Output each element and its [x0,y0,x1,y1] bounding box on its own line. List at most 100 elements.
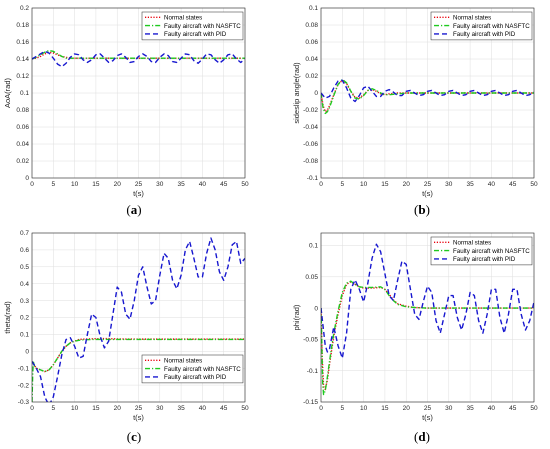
panel-b-x-tick-label: 25 [424,181,432,188]
panel-d-legend-label-3: Faulty aircraft with PID [453,256,516,263]
panel-d-x-axis-label: t(s) [422,413,433,422]
panel-a-legend-label-2: Faulty aircraft with NASFTC [164,23,241,30]
panel-d-x-tick-label: 15 [381,405,389,412]
panel-d-y-tick-label: -0.05 [303,337,318,344]
panel-c-x-tick-label: 45 [220,405,228,412]
panel-d-legend-label-2: Faulty aircraft with NASFTC [453,248,530,255]
panel-b-legend-label-2: Faulty aircraft with NASFTC [453,23,530,30]
panel-b-x-tick-label: 5 [340,181,344,188]
panel-c-x-tick-label: 0 [30,405,34,412]
panel-a-x-tick-label: 5 [51,181,55,188]
panel-b-axes-frame [320,7,535,179]
panel-b-chart: 0 5 10 15 20 25 30 35 40 45 50 -0.1 -0.08 -0.06 -0.04 -… [292,5,538,198]
panel-c-x-tick-label: 25 [135,405,143,412]
panel-b-y-tick-label: -0.04 [303,124,318,131]
panel-c-x-tick-label: 5 [51,405,55,412]
panel-a-y-tick-label: 0.2 [20,5,29,12]
panel-b-y-tick-label: -0.1 [307,175,319,182]
panel-d-legend-label-1: Normal states [453,240,491,247]
panel-a-y-axis-label: AoA(rad) [3,77,12,108]
panel-d-x-tick-label: 45 [509,405,517,412]
panel-d-label: (d) [414,429,430,444]
panel-d-x-tick-label: 40 [488,405,496,412]
panel-c-y-tick-label: 0.7 [20,230,29,237]
panel-b-x-tick-label: 10 [360,181,368,188]
panel-b-legend-label-3: Faulty aircraft with PID [453,31,516,38]
panel-d-series-line-1 [321,281,534,391]
panel-a-y-tick-label: 0 [25,175,29,182]
panel-c-axes-frame [31,232,246,403]
panel-a-y-tick-label: 0.06 [16,124,29,131]
panel-c-y-tick-label: 0.6 [20,247,29,254]
panel-d-x-tick-label: 35 [466,405,474,412]
panel-a-y-tick-label: 0.04 [16,141,29,148]
panel-d-x-tick-label: 0 [319,405,323,412]
panel-b-x-tick-label: 20 [403,181,411,188]
panel-c-y-tick-label: 0 [25,349,29,356]
panel-a-x-tick-label: 50 [241,181,249,188]
panel-d-x-tick-label: 30 [445,405,453,412]
panel-a-x-tick-label: 30 [156,181,164,188]
panel-a-chart: 0 5 10 15 20 25 30 35 40 45 50 0 0.02 0.04 0.06 0.08 0.1… [3,5,249,198]
panel-d-y-tick-label: -0.1 [307,368,319,375]
panel-c-legend-label-3: Faulty aircraft with PID [164,374,227,381]
panel-b-y-tick-label: 0.08 [305,22,318,29]
panel-a-y-tick-label: 0.08 [16,107,29,114]
panel-c-label: (c) [127,429,141,444]
panel-b-y-tick-label: 0.1 [309,5,318,12]
panel-c-x-tick-label: 40 [199,405,207,412]
panel-a-series-line-3 [32,50,245,68]
panel-a-x-axis-label: t(s) [133,189,144,198]
panel-c-x-axis-label: t(s) [133,413,144,422]
panel-b-y-tick-label: -0.06 [303,141,318,148]
panel-c-chart: 0 5 10 15 20 25 30 35 40 45 50 -0.3 -0.2 -0.1 0 0.1 0.2 0… [3,230,249,422]
panel-a-x-tick-label: 35 [177,181,185,188]
panel-a-legend-label-1: Normal states [164,15,202,22]
panel-c-legend-label-2: Faulty aircraft with NASFTC [164,366,241,373]
panel-c-x-tick-label: 50 [241,405,249,412]
panel-d-chart: 0 5 10 15 20 25 30 35 40 45 50 -0.15 -0.1 -0.05 0 0.05 0… [292,232,538,422]
panel-c-y-tick-label: -0.3 [18,399,30,406]
panel-a-axes-frame [31,7,246,179]
panel-b-legend-label-1: Normal states [453,15,491,22]
panel-d-series-line-3 [321,243,534,359]
panel-a-legend-label-3: Faulty aircraft with PID [164,31,227,38]
panel-c-x-tick-label: 15 [92,405,100,412]
panel-a-x-tick-label: 45 [220,181,228,188]
panel-c-x-tick-label: 30 [156,405,164,412]
panel-a-x-tick-label: 0 [30,181,34,188]
panel-c-legend-label-1: Normal states [164,358,202,365]
panel-a-y-tick-label: 0.16 [16,39,29,46]
panel-c-y-tick-label: 0.1 [20,332,29,339]
panel-c-y-tick-label: 0.4 [20,281,29,288]
panel-b-y-tick-label: 0.02 [305,73,318,80]
panel-d-y-tick-label: 0.1 [309,243,318,250]
panel-a-x-tick-label: 20 [114,181,122,188]
panel-c-x-tick-label: 35 [177,405,185,412]
panel-a-label: (a) [126,202,141,217]
panel-c-y-tick-label: -0.2 [18,382,30,389]
panel-b-x-axis-label: t(s) [422,189,433,198]
panel-d-series-line-2 [321,280,534,396]
panel-b-x-tick-label: 30 [445,181,453,188]
panel-b-y-tick-label: 0 [314,90,318,97]
panel-a-y-tick-label: 0.02 [16,158,29,165]
panel-d-y-axis-label: phi(rad) [292,304,301,330]
panel-d-x-tick-label: 5 [340,405,344,412]
panel-a-x-tick-label: 15 [92,181,100,188]
panel-c-x-tick-label: 10 [71,405,79,412]
panel-b-x-tick-label: 45 [509,181,517,188]
panel-d-x-tick-label: 20 [403,405,411,412]
panel-d-y-tick-label: 0 [314,305,318,312]
panel-c-y-tick-label: 0.5 [20,264,29,271]
panel-b-x-tick-label: 40 [488,181,496,188]
panel-a-x-tick-label: 40 [199,181,207,188]
panel-c-y-axis-label: theta(rad) [3,301,12,334]
panel-b-y-tick-label: -0.02 [303,107,318,114]
panel-d-y-tick-label: -0.15 [303,399,318,406]
panel-d-x-tick-label: 50 [530,405,538,412]
panel-d-x-tick-label: 10 [360,405,368,412]
panel-a-y-tick-label: 0.1 [20,90,29,97]
panel-b-y-tick-label: -0.08 [303,158,318,165]
